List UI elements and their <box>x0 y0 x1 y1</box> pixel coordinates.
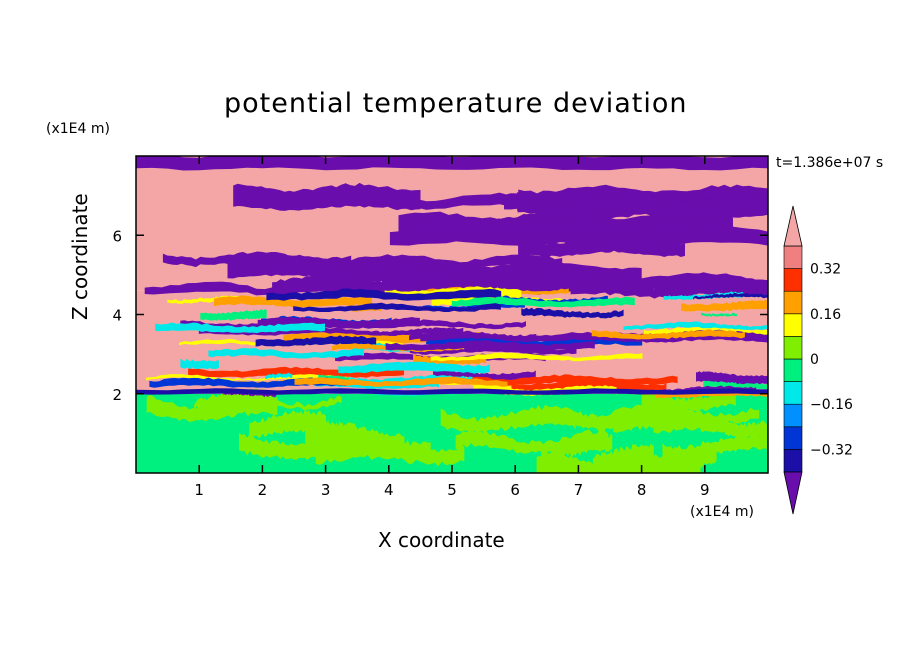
y-tick-label: 6 <box>112 227 122 245</box>
x-tick-label: 2 <box>258 481 268 499</box>
mixed-streak <box>155 322 325 334</box>
colorbar-segment <box>783 313 803 337</box>
mixed-streak <box>255 335 377 347</box>
lower-anomaly <box>555 404 658 432</box>
colorbar-segment <box>783 358 803 382</box>
colorbar-segment <box>783 403 803 428</box>
y-axis-label: Z coordinate <box>68 193 92 320</box>
contour-field <box>136 156 768 473</box>
colorbar-tick-label: −0.32 <box>810 442 853 458</box>
x-axis: 1 2 3 4 5 6 7 8 9 <box>194 156 710 499</box>
mixed-streak <box>591 329 745 340</box>
mixed-streak <box>198 327 418 336</box>
lower-anomaly <box>318 418 358 440</box>
mixed-streak <box>136 388 768 395</box>
mixed-streak <box>293 302 501 312</box>
mixed-streak <box>409 330 537 342</box>
mixed-streak <box>146 374 351 381</box>
upper-streak <box>442 213 585 229</box>
x-tick-label: 4 <box>384 481 394 499</box>
upper-streak <box>518 184 768 202</box>
colorbar-segment <box>783 268 803 292</box>
x-tick-label: 5 <box>447 481 457 499</box>
mixed-streak <box>430 352 643 362</box>
lower-anomaly <box>663 433 768 458</box>
lower-anomaly <box>536 454 701 473</box>
y-tick-label: 2 <box>112 386 122 404</box>
colorbar-segment <box>783 449 803 473</box>
z-unit-label: (x1E4 m) <box>46 121 110 137</box>
mixed-streak <box>200 309 267 321</box>
lower-anomaly <box>458 407 541 429</box>
lower-anomaly <box>662 443 717 468</box>
mixed-streak <box>681 299 768 312</box>
mixed-streak <box>451 296 635 308</box>
mixed-streak <box>265 372 293 380</box>
x-tick-label: 1 <box>194 481 204 499</box>
x-tick-label: 7 <box>574 481 584 499</box>
mixed-streak <box>208 347 364 359</box>
colorbar-tick-label: 0.32 <box>810 262 841 278</box>
mixed-streak <box>188 366 404 378</box>
mixed-streak <box>701 312 738 317</box>
mixed-streak <box>266 288 502 301</box>
mixed-streak <box>663 291 744 301</box>
mixed-streak <box>338 361 490 374</box>
time-label: t=1.386e+07 s <box>776 155 884 171</box>
colorbar-tick-label: 0 <box>810 352 819 368</box>
upper-streak <box>389 224 768 247</box>
mixed-streak <box>180 359 219 370</box>
mixed-streak <box>623 321 768 331</box>
chart-title: potential temperature deviation <box>224 88 688 119</box>
colorbar-segment <box>783 426 803 450</box>
x-tick-label: 8 <box>637 481 647 499</box>
mixed-streak <box>368 327 464 336</box>
mixed-streak <box>294 376 508 387</box>
colorbar: 0.32 0.16 0 −0.16 −0.32 <box>783 205 853 515</box>
y-axis: 2 4 6 <box>112 227 768 404</box>
lower-anomaly <box>589 402 760 426</box>
mixed-streak <box>472 374 678 386</box>
colorbar-under-arrow <box>783 471 803 515</box>
upper-streak <box>328 259 554 284</box>
x-unit-label: (x1E4 m) <box>690 504 754 520</box>
mixed-streak <box>409 344 577 355</box>
mixed-streak <box>693 292 768 300</box>
upper-streak <box>233 182 421 211</box>
x-tick-label: 9 <box>700 481 710 499</box>
x-tick-label: 3 <box>321 481 331 499</box>
colorbar-tick-label: −0.16 <box>810 397 853 413</box>
upper-streak <box>270 254 563 270</box>
colorbar-tick-label: 0.16 <box>810 307 841 323</box>
x-tick-label: 6 <box>510 481 520 499</box>
lower-anomaly <box>455 428 609 454</box>
y-tick-label: 4 <box>112 307 122 325</box>
lower-anomaly <box>146 392 278 422</box>
colorbar-segment <box>783 245 803 269</box>
lower-anomaly <box>613 407 733 433</box>
lower-anomaly <box>315 436 465 467</box>
upper-streak <box>399 192 764 210</box>
mixed-streak <box>385 340 595 351</box>
colorbar-segment <box>783 336 803 360</box>
mixed-streak <box>696 371 768 385</box>
x-axis-label: X coordinate <box>378 528 505 552</box>
colorbar-over-arrow <box>783 205 803 247</box>
lower-anomaly <box>721 422 768 441</box>
colorbar-segment <box>783 381 803 405</box>
mixed-streak <box>367 319 526 330</box>
mixed-streak <box>521 307 624 319</box>
colorbar-segment <box>783 290 803 315</box>
mixed-streak <box>336 389 509 396</box>
